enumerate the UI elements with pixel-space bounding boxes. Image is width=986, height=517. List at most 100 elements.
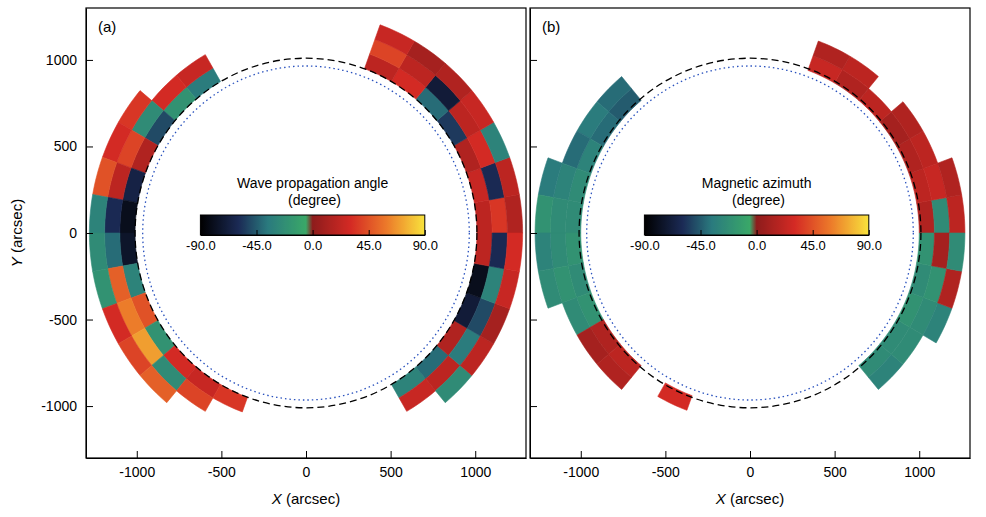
heatmap-cell	[407, 41, 446, 75]
tick-label: 500	[379, 464, 403, 480]
heatmap-cell	[213, 384, 248, 412]
colorbar-axis: -90.0 -45.0 0.0 45.0 90.0	[630, 230, 882, 253]
y-tick	[530, 146, 537, 147]
tick-label: -90.0	[186, 238, 216, 253]
x-tick: -500	[208, 451, 236, 480]
plot-area	[535, 41, 965, 410]
x-tick: -1000	[563, 451, 599, 480]
tick-label: 0	[69, 225, 77, 241]
x-axis: -1000-50005001000	[87, 451, 527, 480]
tick-label: 1000	[460, 464, 491, 480]
heatmap-cell	[105, 197, 123, 233]
tick-mark	[86, 320, 93, 321]
heatmap-cell	[105, 233, 123, 269]
heatmap-cell	[938, 158, 962, 198]
tick-mark	[644, 230, 645, 235]
tick-label: 90.0	[857, 238, 882, 253]
tick-mark	[701, 230, 702, 235]
colorbar-tick: 45.0	[357, 230, 382, 253]
y-axis	[530, 9, 537, 459]
heatmap-cell	[118, 91, 151, 130]
tick-mark	[835, 451, 836, 458]
figure: -1000-50005001000-1000-50005001000X (arc…	[0, 0, 986, 517]
tick-mark	[530, 146, 537, 147]
heatmap-cell	[495, 269, 519, 309]
tick-label: -500	[652, 464, 680, 480]
colorbar-tick: 90.0	[413, 230, 438, 253]
heatmap-cell	[932, 233, 950, 268]
heatmap-cell	[550, 198, 568, 233]
heatmap-cell	[538, 158, 562, 198]
y-tick	[530, 60, 537, 61]
plot-frame	[86, 8, 526, 458]
y-axis: -1000-50005001000	[41, 9, 93, 459]
tick-label: -1000	[563, 464, 599, 480]
heatmap-cell	[566, 200, 584, 233]
heatmap-cell	[562, 131, 590, 169]
y-tick: 500	[54, 138, 93, 154]
plot-area	[89, 25, 522, 412]
heatmap-cell	[489, 233, 507, 269]
heatmap-cell	[93, 269, 117, 309]
heatmap-cell	[891, 102, 923, 139]
tick-label: -45.0	[242, 238, 272, 253]
heatmap-cell	[947, 233, 965, 271]
heatmap-cell	[504, 195, 522, 233]
colorbar-axis: -90.0 -45.0 0.0 45.0 90.0	[186, 230, 438, 253]
tick-mark	[369, 230, 370, 235]
reference-circle	[579, 58, 921, 408]
tick-mark	[425, 230, 426, 235]
heatmap-cell	[577, 102, 609, 139]
heatmap-cell	[120, 200, 138, 233]
heatmap-cell	[535, 195, 553, 233]
heatmap-cell	[504, 233, 522, 271]
heatmap-cell	[89, 233, 107, 271]
tick-mark	[530, 233, 537, 234]
colorbar-group: -90.0 -45.0 0.0 45.0 90.0 Magnetic azimuth (d…	[630, 175, 882, 253]
x-tick: 1000	[460, 451, 491, 480]
heatmap-cell	[597, 354, 631, 389]
heatmap-cell	[947, 195, 965, 233]
colorbar-tick: -90.0	[186, 230, 216, 253]
colorbar-group: -90.0-45.00.045.090.0Wave propagation an…	[186, 175, 438, 253]
colorbar-tick: 0.0	[748, 230, 766, 253]
y-tick	[530, 320, 537, 321]
heatmap-cell	[102, 303, 131, 343]
colorbar-tick: 45.0	[801, 230, 826, 253]
tick-mark	[86, 233, 93, 234]
heatmap-cell	[891, 327, 923, 364]
heatmap-cell	[89, 195, 107, 233]
colorbar-title: Magnetic azimuth (degree)	[702, 175, 812, 208]
y-tick: -500	[49, 312, 93, 328]
y-axis-title: Y (arcsec)	[8, 199, 25, 267]
tick-mark	[475, 451, 476, 458]
tick-mark	[750, 451, 751, 458]
heatmap-cell	[93, 157, 117, 197]
heatmap-cell	[460, 336, 493, 375]
colorbar-tick: 0.0	[304, 230, 322, 253]
heatmap-cell	[102, 122, 131, 162]
tick-mark	[86, 406, 93, 407]
axis-line	[645, 235, 869, 236]
panel-letter: (a)	[98, 18, 116, 35]
tick-label: 500	[54, 138, 78, 154]
heatmap-cell	[140, 365, 176, 402]
colorbar-tick: -45.0	[686, 230, 716, 253]
panel: -1000-50005001000-1000-50005001000X (arc…	[8, 8, 527, 507]
y-tick	[530, 406, 537, 407]
panel: -1000-50005001000X (arcsec)(b)-90.0-45.0…	[530, 8, 971, 507]
colorbar	[644, 215, 868, 235]
tick-mark	[757, 230, 758, 235]
tick-label: 500	[823, 464, 847, 480]
heatmap-cell	[480, 303, 509, 343]
x-tick: 500	[379, 451, 403, 480]
tick-mark	[919, 451, 920, 458]
y-tick: 1000	[46, 52, 93, 68]
axis-line	[201, 235, 425, 236]
x-tick: 0	[747, 451, 755, 480]
tick-mark	[391, 451, 392, 458]
colorbar-tick: -90.0	[630, 230, 660, 253]
heatmap-cell	[566, 233, 584, 266]
x-tick: 0	[303, 451, 311, 480]
tick-label: 0.0	[304, 238, 322, 253]
